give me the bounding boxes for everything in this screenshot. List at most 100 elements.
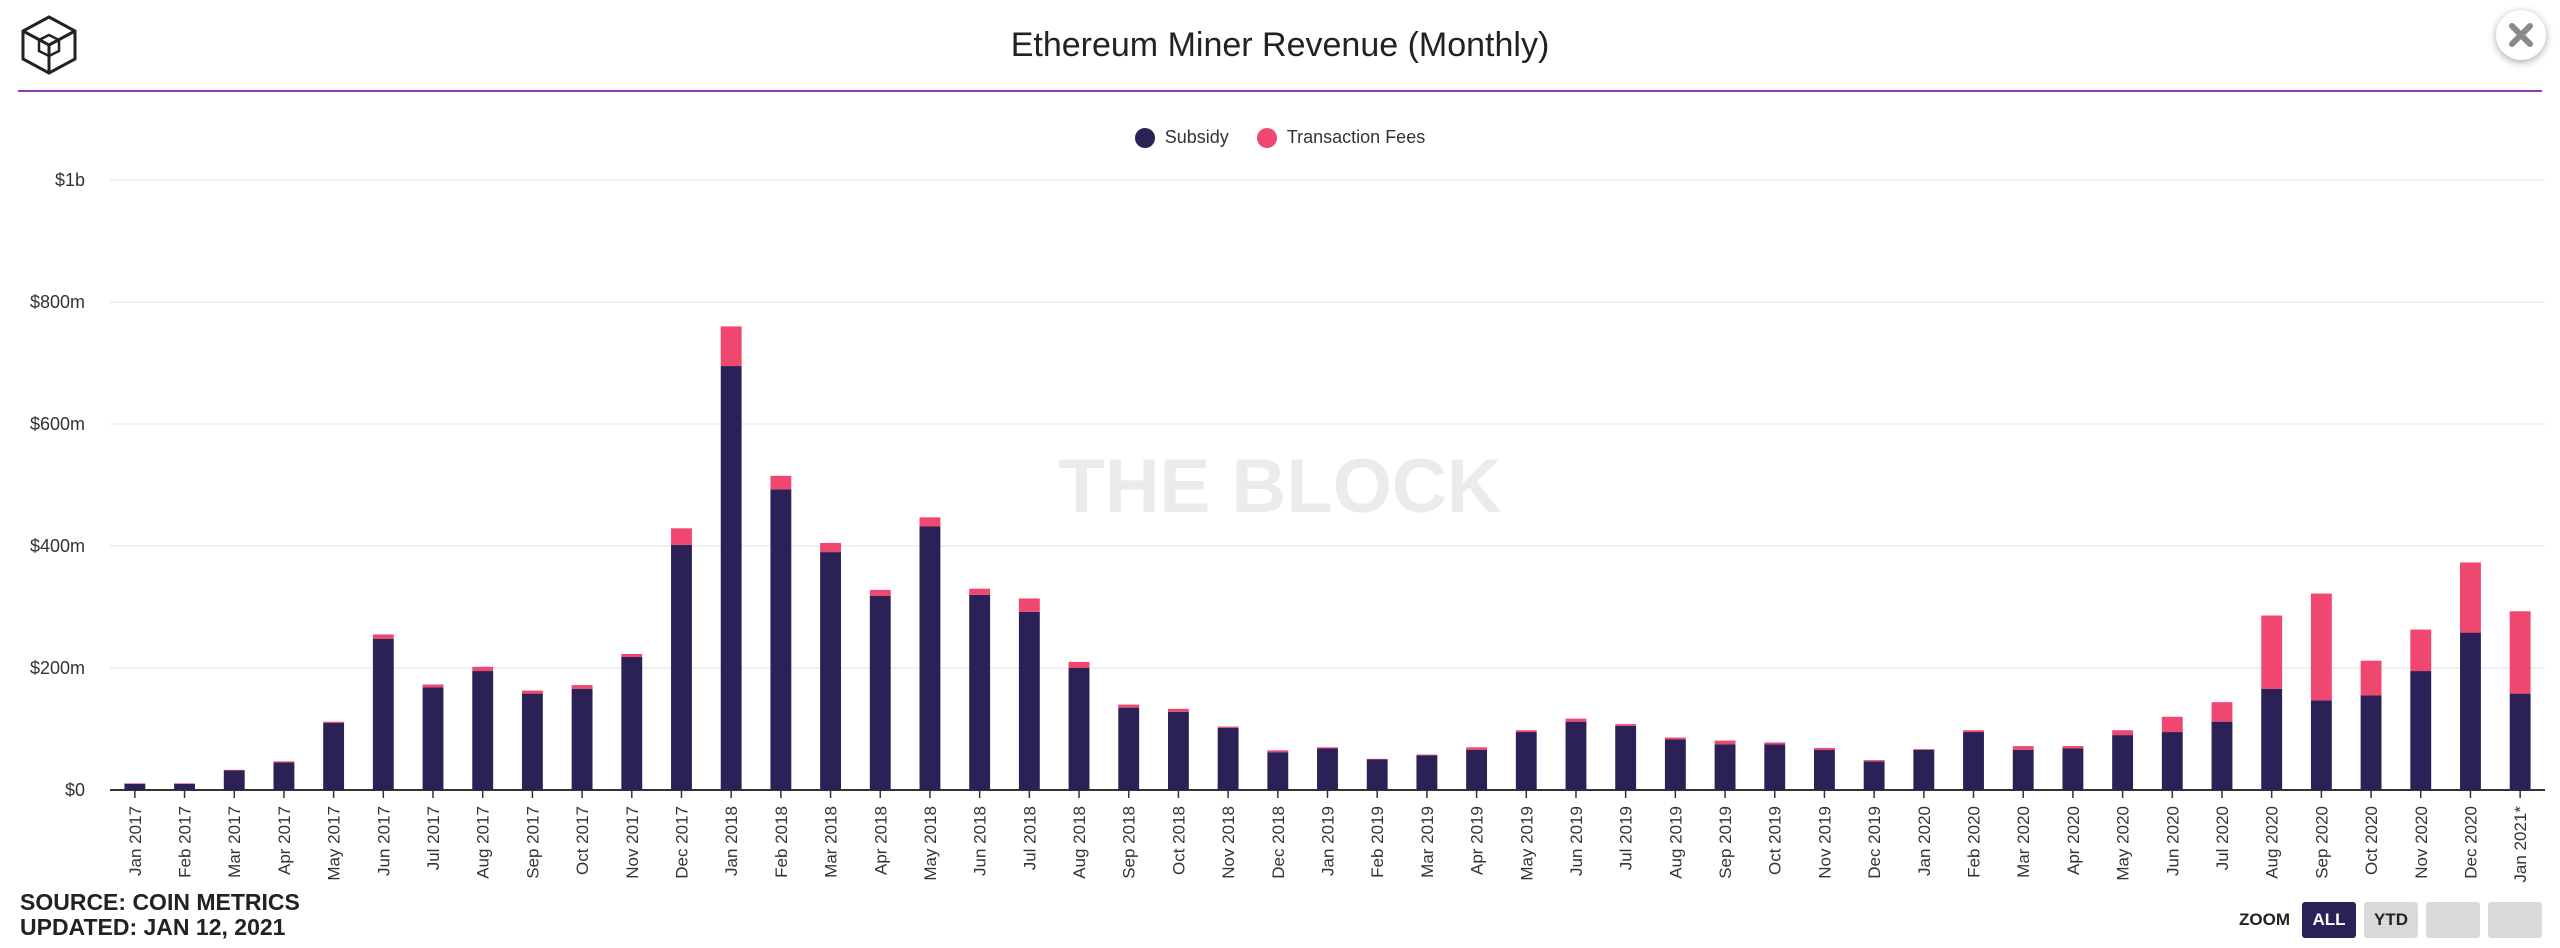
bar-subsidy[interactable] xyxy=(969,594,991,790)
bar-subsidy[interactable] xyxy=(422,687,444,790)
bar-subsidy[interactable] xyxy=(869,596,891,790)
bar-subsidy[interactable] xyxy=(1913,749,1935,790)
bar-transaction-fees[interactable] xyxy=(372,634,394,639)
bar-subsidy[interactable] xyxy=(2062,748,2084,790)
bar-transaction-fees[interactable] xyxy=(2310,593,2332,701)
bar-transaction-fees[interactable] xyxy=(472,666,494,672)
bar-transaction-fees[interactable] xyxy=(1366,758,1388,760)
bar-transaction-fees[interactable] xyxy=(1863,760,1885,762)
bar-transaction-fees[interactable] xyxy=(2062,746,2084,749)
bar-subsidy[interactable] xyxy=(2460,632,2481,790)
bar-subsidy[interactable] xyxy=(2211,721,2233,790)
bar-subsidy[interactable] xyxy=(1764,744,1786,790)
bar-subsidy[interactable] xyxy=(1863,761,1885,790)
bar-transaction-fees[interactable] xyxy=(1018,598,1040,612)
bar-subsidy[interactable] xyxy=(2161,732,2183,790)
bar-transaction-fees[interactable] xyxy=(969,588,991,595)
bar-subsidy[interactable] xyxy=(273,762,295,790)
bar-subsidy[interactable] xyxy=(124,783,146,790)
bar-transaction-fees[interactable] xyxy=(869,589,891,597)
zoom-ytd-button[interactable]: YTD xyxy=(2364,902,2418,938)
bar-subsidy[interactable] xyxy=(1267,752,1289,790)
zoom-all-button[interactable]: ALL xyxy=(2302,902,2356,938)
bar-transaction-fees[interactable] xyxy=(2012,746,2034,750)
bar-subsidy[interactable] xyxy=(2410,671,2432,790)
bar-subsidy[interactable] xyxy=(1664,739,1686,790)
bar-transaction-fees[interactable] xyxy=(1814,747,1835,750)
bar-transaction-fees[interactable] xyxy=(571,685,593,689)
bar-transaction-fees[interactable] xyxy=(223,769,245,771)
bar-transaction-fees[interactable] xyxy=(770,475,792,490)
bar-subsidy[interactable] xyxy=(223,770,245,790)
bar-transaction-fees[interactable] xyxy=(1515,730,1537,733)
bar-transaction-fees[interactable] xyxy=(422,684,444,688)
bar-transaction-fees[interactable] xyxy=(1714,740,1736,745)
bar-subsidy[interactable] xyxy=(770,489,792,790)
bar-transaction-fees[interactable] xyxy=(323,721,345,723)
bar-subsidy[interactable] xyxy=(2261,688,2283,790)
bar-transaction-fees[interactable] xyxy=(2211,702,2233,722)
bar-subsidy[interactable] xyxy=(2310,700,2332,790)
bar-transaction-fees[interactable] xyxy=(1167,708,1189,712)
bar-transaction-fees[interactable] xyxy=(1565,718,1587,722)
bar-subsidy[interactable] xyxy=(521,693,543,790)
bar-subsidy[interactable] xyxy=(571,688,593,790)
bar-transaction-fees[interactable] xyxy=(1963,730,1984,733)
bar-subsidy[interactable] xyxy=(323,722,345,790)
bar-subsidy[interactable] xyxy=(1565,721,1587,790)
bar-transaction-fees[interactable] xyxy=(273,761,295,763)
bar-subsidy[interactable] xyxy=(174,783,195,790)
bar-transaction-fees[interactable] xyxy=(124,783,146,784)
bar-transaction-fees[interactable] xyxy=(919,517,941,527)
zoom-button-4[interactable] xyxy=(2488,902,2542,938)
bar-transaction-fees[interactable] xyxy=(671,528,692,545)
bar-transaction-fees[interactable] xyxy=(621,653,643,658)
bar-transaction-fees[interactable] xyxy=(820,542,841,553)
bar-subsidy[interactable] xyxy=(1963,732,1984,790)
bar-subsidy[interactable] xyxy=(472,671,494,790)
bar-transaction-fees[interactable] xyxy=(1416,754,1438,756)
bar-transaction-fees[interactable] xyxy=(2509,611,2531,694)
bar-transaction-fees[interactable] xyxy=(2261,615,2283,689)
bar-transaction-fees[interactable] xyxy=(1466,747,1488,750)
close-button[interactable] xyxy=(2496,10,2546,60)
bar-subsidy[interactable] xyxy=(1167,711,1189,790)
bar-subsidy[interactable] xyxy=(1615,725,1637,790)
bar-transaction-fees[interactable] xyxy=(1664,737,1686,740)
bar-subsidy[interactable] xyxy=(2360,695,2382,790)
bar-transaction-fees[interactable] xyxy=(521,690,543,694)
bar-subsidy[interactable] xyxy=(372,638,394,790)
legend-item-transaction-fees[interactable]: Transaction Fees xyxy=(1256,127,1425,148)
bar-subsidy[interactable] xyxy=(1416,755,1438,790)
bar-transaction-fees[interactable] xyxy=(1217,726,1239,728)
bar-subsidy[interactable] xyxy=(1515,732,1537,790)
bar-subsidy[interactable] xyxy=(1814,749,1835,790)
bar-transaction-fees[interactable] xyxy=(2410,629,2432,672)
bar-transaction-fees[interactable] xyxy=(1615,724,1637,726)
bar-transaction-fees[interactable] xyxy=(1317,747,1338,749)
bar-subsidy[interactable] xyxy=(919,526,941,790)
bar-subsidy[interactable] xyxy=(720,366,742,790)
bar-subsidy[interactable] xyxy=(1018,611,1040,790)
bar-subsidy[interactable] xyxy=(1068,668,1090,790)
bar-subsidy[interactable] xyxy=(820,552,841,790)
bar-transaction-fees[interactable] xyxy=(174,783,195,784)
zoom-button-3[interactable] xyxy=(2426,902,2480,938)
bar-subsidy[interactable] xyxy=(2509,693,2531,790)
bar-transaction-fees[interactable] xyxy=(2112,730,2134,736)
bar-transaction-fees[interactable] xyxy=(2161,716,2183,733)
bar-transaction-fees[interactable] xyxy=(1118,704,1140,708)
bar-subsidy[interactable] xyxy=(671,544,692,790)
bar-subsidy[interactable] xyxy=(1118,707,1140,790)
bar-transaction-fees[interactable] xyxy=(1068,661,1090,668)
bar-transaction-fees[interactable] xyxy=(720,326,742,367)
bar-transaction-fees[interactable] xyxy=(2360,660,2382,696)
bar-subsidy[interactable] xyxy=(1466,749,1488,790)
bar-transaction-fees[interactable] xyxy=(1267,750,1289,753)
bar-subsidy[interactable] xyxy=(1714,744,1736,790)
bar-transaction-fees[interactable] xyxy=(1913,749,1935,750)
bar-subsidy[interactable] xyxy=(1366,759,1388,791)
bar-subsidy[interactable] xyxy=(1217,727,1239,790)
bar-subsidy[interactable] xyxy=(621,657,643,790)
bar-transaction-fees[interactable] xyxy=(1764,742,1786,745)
